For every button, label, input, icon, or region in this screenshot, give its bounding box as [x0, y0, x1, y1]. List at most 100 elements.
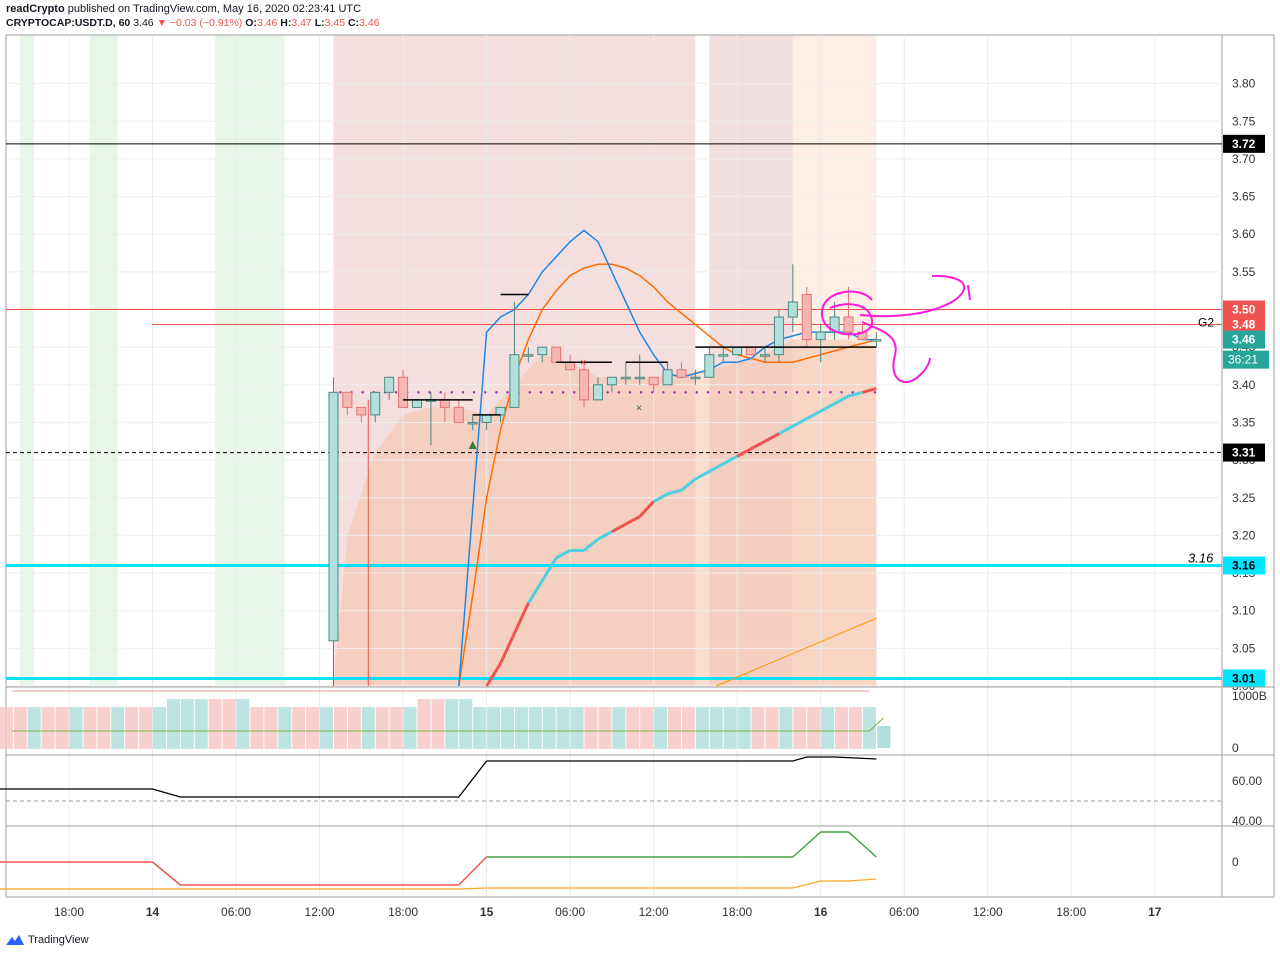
trend-line-segment — [736, 447, 752, 458]
candle-body — [412, 399, 422, 408]
trend-line-segment — [764, 432, 780, 443]
volume-bar — [292, 707, 306, 749]
hand-drawn-curve — [859, 274, 966, 318]
candle-body — [370, 391, 381, 416]
dotted-level-point — [651, 391, 654, 394]
dotted-level-point — [484, 391, 487, 394]
cyan-level-text: 3.16 — [1188, 551, 1214, 566]
osc1-line — [0, 756, 877, 798]
volume-bar — [403, 707, 417, 749]
hand-drawn-tail — [861, 321, 931, 384]
candle-body — [760, 354, 770, 357]
volume-ma-line — [869, 717, 884, 732]
low-label: L: — [314, 17, 325, 29]
candle-body — [801, 293, 812, 341]
volume-bar — [542, 707, 556, 749]
brand-name: TradingView — [28, 934, 89, 946]
dotted-level-point — [673, 391, 676, 394]
candle-body — [676, 369, 687, 378]
volume-bar — [333, 707, 347, 749]
candle-body — [328, 391, 339, 642]
volume-bar — [500, 707, 514, 749]
candle-body — [537, 346, 548, 356]
volume-bar — [347, 707, 361, 749]
volume-bar — [514, 707, 528, 749]
x-tick-label: 18:00 — [388, 905, 418, 919]
dotted-level-point — [550, 391, 554, 394]
candle-body — [453, 406, 464, 423]
publish-info: readCrypto published on TradingView.com,… — [6, 3, 361, 15]
volume-bar — [612, 707, 626, 749]
volume-bar — [626, 707, 640, 749]
candle-body — [648, 376, 659, 386]
trend-line-segment — [583, 538, 599, 552]
volume-bar — [695, 707, 709, 749]
trend-line-segment — [541, 557, 558, 582]
volume-bar — [180, 699, 194, 749]
dotted-level-point — [617, 391, 621, 394]
dotted-level-point — [729, 391, 732, 394]
trend-line-segment — [597, 530, 613, 541]
volume-bar — [584, 707, 598, 749]
volume-bar — [166, 699, 180, 749]
volume-bar — [152, 707, 166, 749]
high-label: H: — [280, 17, 292, 29]
volume-max-label: 1000B — [1232, 689, 1267, 703]
open-value: 3.46 — [256, 17, 278, 29]
trend-line-segment — [806, 409, 822, 421]
y-tick-label: 3.60 — [1232, 227, 1256, 241]
session-band — [20, 35, 35, 685]
x-tick-label: 15 — [480, 905, 494, 919]
level-label: 3.48 — [1232, 318, 1256, 332]
trend-line-segment — [848, 390, 863, 398]
level-tag — [1223, 669, 1265, 688]
volume-bar — [709, 707, 723, 749]
low-value: 3.45 — [324, 17, 346, 29]
osc1-tick-label: 40.00 — [1232, 814, 1262, 828]
y-tick-label: 3.40 — [1232, 378, 1256, 392]
dotted-level-point — [695, 391, 698, 394]
volume-bar — [835, 707, 849, 749]
dotted-level-point — [528, 391, 531, 394]
sell-cross-marker: × — [580, 357, 586, 369]
dotted-level-point — [751, 391, 754, 394]
volume-bar — [681, 707, 695, 749]
dotted-level-point — [361, 391, 364, 394]
projection-line — [716, 617, 877, 687]
level-tag — [1223, 134, 1265, 153]
volume-bar — [55, 707, 69, 749]
dotted-level-point — [461, 391, 465, 394]
level-tag — [1223, 315, 1265, 334]
y-tick-label: 3.75 — [1232, 114, 1256, 128]
trend-line-segment — [527, 579, 544, 604]
x-tick-label: 18:00 — [54, 905, 84, 919]
trend-line-segment — [485, 662, 502, 687]
candle-body — [523, 354, 534, 357]
volume-bar — [13, 707, 27, 749]
dotted-level-point — [806, 391, 810, 394]
last-price: 3.46 — [133, 17, 154, 29]
x-tick-label: 14 — [146, 905, 160, 919]
y-tick-label: 3.05 — [1232, 641, 1256, 655]
dotted-level-point — [818, 391, 821, 394]
close-label: C: — [347, 17, 360, 29]
volume-bar — [654, 707, 668, 749]
candle-body — [843, 316, 854, 333]
trend-line-segment — [513, 602, 530, 634]
y-tick-label: 3.10 — [1232, 604, 1256, 618]
volume-bar — [723, 707, 737, 749]
candle-body — [773, 316, 784, 356]
y-tick-label: 3.80 — [1232, 77, 1256, 91]
dotted-level-point — [428, 391, 431, 394]
candle-body — [579, 369, 590, 401]
dotted-level-point — [706, 391, 710, 394]
candle-body — [481, 414, 492, 423]
countdown-label: 36:21 — [1228, 353, 1258, 367]
candle-body — [398, 376, 409, 408]
dotted-level-point — [472, 391, 476, 394]
dotted-level-point — [339, 391, 342, 394]
candle-body — [704, 354, 715, 378]
ma-orange-line — [458, 263, 877, 687]
dotted-level-point — [662, 391, 665, 394]
